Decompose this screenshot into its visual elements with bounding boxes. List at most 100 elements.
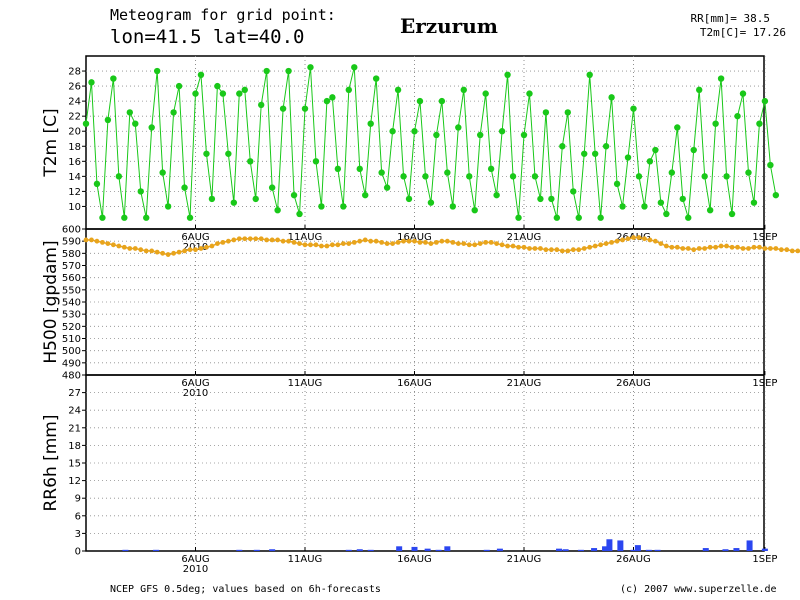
data-point-h500 <box>357 238 363 244</box>
data-point-t2m <box>531 173 539 180</box>
data-point-t2m <box>225 150 232 157</box>
y-tick-label: 500 <box>62 346 81 357</box>
data-point-h500 <box>329 242 335 248</box>
data-point-h500 <box>116 243 122 249</box>
data-point-h500 <box>308 242 313 248</box>
data-point-t2m <box>652 146 659 154</box>
data-point-t2m <box>739 90 747 97</box>
data-point-t2m <box>712 120 719 127</box>
data-point-h500 <box>740 246 746 251</box>
header-coordinates: lon=41.5 lat=40.0 <box>110 26 305 48</box>
data-point-h500 <box>149 248 155 254</box>
x-tick-label: 11AUG <box>288 554 323 565</box>
y-axis-label-h500: H500 [gpdam] <box>41 240 61 363</box>
y-tick-label: 14 <box>68 172 81 183</box>
y-axis-label-t2m: T2m [C] <box>41 108 61 177</box>
data-point-t2m <box>104 116 112 124</box>
data-point-t2m <box>148 124 155 131</box>
data-point-t2m <box>405 195 413 203</box>
data-point-h500 <box>609 239 614 245</box>
data-point-t2m <box>208 195 216 203</box>
data-point-t2m <box>438 97 446 105</box>
data-point-t2m <box>99 214 106 221</box>
y-tick-label: 560 <box>62 273 81 284</box>
data-point-t2m <box>619 203 626 210</box>
data-point-h500 <box>253 236 259 242</box>
rain-bar <box>253 549 260 551</box>
y-tick-label: 21 <box>68 423 81 434</box>
y-tick-label: 16 <box>68 157 81 168</box>
data-point-h500 <box>412 238 417 244</box>
data-point-t2m <box>268 184 276 191</box>
data-point-h500 <box>696 246 702 251</box>
data-point-t2m <box>378 169 385 176</box>
data-point-h500 <box>680 246 686 251</box>
y-tick-label: 550 <box>62 285 81 296</box>
footer-copyright: (c) 2007 www.superzelle.de <box>620 584 777 595</box>
data-point-t2m <box>296 210 303 218</box>
rain-bar <box>634 545 641 551</box>
data-point-t2m <box>383 184 391 191</box>
data-point-h500 <box>105 241 111 247</box>
data-point-t2m <box>143 214 150 221</box>
data-point-t2m <box>526 90 533 97</box>
data-point-t2m <box>258 101 265 109</box>
data-point-t2m <box>312 158 320 165</box>
data-point-t2m <box>389 128 396 135</box>
data-point-t2m <box>93 180 101 188</box>
data-point-t2m <box>723 173 730 180</box>
data-point-t2m <box>504 71 511 79</box>
data-point-h500 <box>187 247 193 253</box>
y-tick-label: 530 <box>62 310 81 321</box>
y-tick-label: 510 <box>62 334 81 345</box>
data-point-h500 <box>488 239 494 245</box>
data-point-h500 <box>351 239 357 245</box>
data-point-t2m <box>717 75 725 82</box>
data-point-h500 <box>603 241 609 247</box>
data-point-h500 <box>434 239 439 245</box>
data-point-t2m <box>329 94 336 101</box>
data-point-h500 <box>636 235 642 240</box>
rain-bar <box>269 549 276 551</box>
data-point-h500 <box>559 248 565 254</box>
data-point-t2m <box>252 195 259 203</box>
data-point-h500 <box>685 246 691 251</box>
data-point-t2m <box>696 86 703 94</box>
data-point-t2m <box>192 90 199 97</box>
data-point-h500 <box>767 246 773 251</box>
data-point-h500 <box>395 239 401 245</box>
data-point-t2m <box>455 124 462 131</box>
data-point-t2m <box>668 169 676 176</box>
data-point-h500 <box>548 247 554 253</box>
rain-bar <box>654 549 661 551</box>
data-point-h500 <box>757 244 762 250</box>
data-point-t2m <box>433 131 440 139</box>
data-point-h500 <box>494 241 500 247</box>
data-point-h500 <box>587 244 593 250</box>
data-point-t2m <box>591 150 599 157</box>
data-point-t2m <box>767 161 774 169</box>
data-point-t2m <box>548 195 555 203</box>
rain-bar <box>746 540 753 551</box>
data-point-t2m <box>82 120 90 127</box>
rain-bar <box>562 549 569 551</box>
data-point-t2m <box>745 169 752 176</box>
data-point-h500 <box>450 239 456 245</box>
data-point-t2m <box>362 191 369 199</box>
rain-bar <box>153 549 160 551</box>
data-point-t2m <box>340 203 347 210</box>
data-point-h500 <box>554 247 560 253</box>
data-point-t2m <box>564 109 571 116</box>
rain-bar <box>591 548 598 551</box>
data-point-h500 <box>182 248 187 254</box>
data-point-t2m <box>115 173 123 180</box>
data-point-h500 <box>132 246 138 251</box>
rain-bar <box>630 549 637 551</box>
data-point-t2m <box>498 128 506 135</box>
data-point-t2m <box>110 75 117 82</box>
data-point-h500 <box>669 244 675 250</box>
data-point-h500 <box>198 246 204 251</box>
rain-bar <box>556 548 563 551</box>
data-point-h500 <box>258 236 264 242</box>
data-point-h500 <box>313 242 319 248</box>
